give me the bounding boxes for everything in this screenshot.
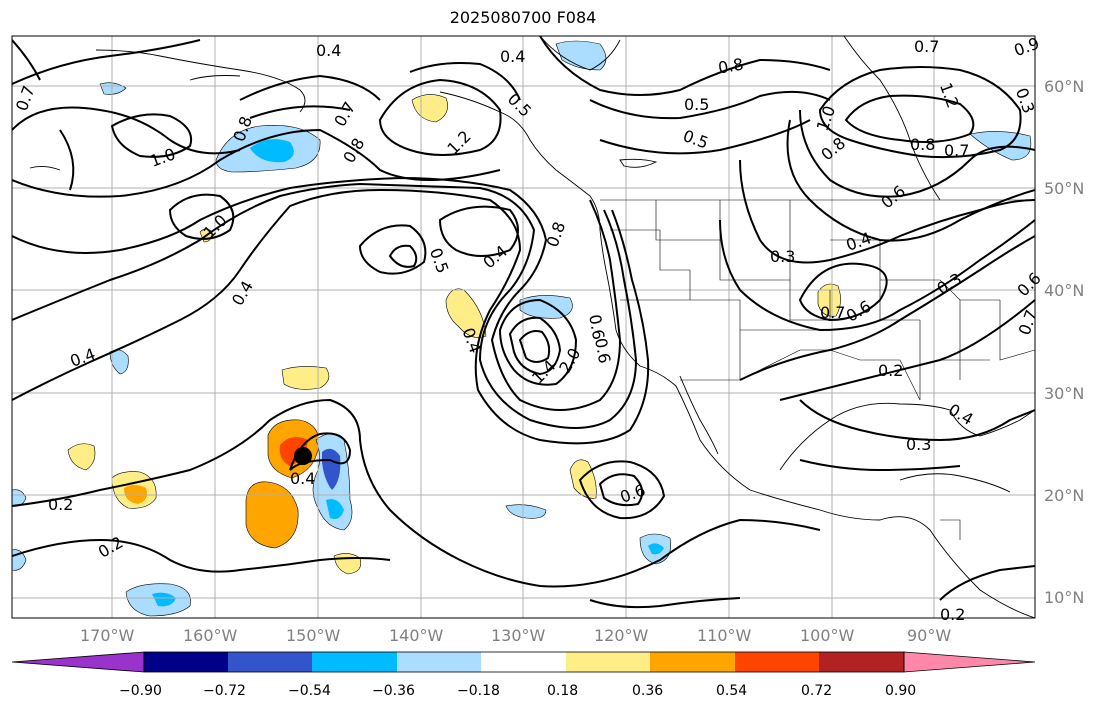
colorbar-bin <box>735 652 819 672</box>
lat-label: 20°N <box>1044 486 1085 505</box>
colorbar-bin <box>566 652 650 672</box>
colorbar-tick-label: 0.90 <box>885 683 917 699</box>
colorbar-bin <box>312 652 397 672</box>
lat-label: 30°N <box>1044 384 1085 403</box>
colorbar-tick-label: −0.36 <box>372 683 415 699</box>
lat-label: 10°N <box>1044 588 1085 607</box>
contour-label: 0.2 <box>878 361 903 380</box>
lon-label: 150°W <box>286 626 341 645</box>
contour-label: 0.6 <box>585 313 608 341</box>
negative-anomaly-core <box>250 139 294 163</box>
lon-label: 120°W <box>594 626 649 645</box>
contour-label: 0.8 <box>910 135 935 154</box>
colorbar-tick-label: 0.72 <box>801 683 833 699</box>
colorbar-max-extend <box>903 651 1036 673</box>
colorbar-tick-label: −0.90 <box>119 683 162 699</box>
contour-label: 0.3 <box>906 435 931 454</box>
contour-label: 0.3 <box>770 247 795 266</box>
map-gridlines <box>12 36 1035 618</box>
lat-label: 40°N <box>1044 281 1085 300</box>
contour-label: 0.7 <box>914 37 939 56</box>
storm-center-marker <box>294 447 312 465</box>
lat-label: 60°N <box>1044 77 1085 96</box>
contour-label: 0.4 <box>316 41 341 60</box>
contour-label: 0.2 <box>48 495 73 514</box>
positive-anomaly-core <box>279 436 308 466</box>
colorbar-tick-label: −0.18 <box>457 683 500 699</box>
positive-anomaly-area <box>445 288 487 338</box>
negative-anomaly-core <box>648 543 664 555</box>
positive-anomaly-area <box>281 366 330 390</box>
positive-anomaly-area <box>245 481 299 549</box>
contour-label: 0.8 <box>717 54 745 77</box>
colorbar-bin <box>144 652 228 672</box>
negative-anomaly-area <box>505 504 547 519</box>
contour-label: 0.2 <box>940 605 965 624</box>
contour-label: 0.4 <box>290 469 315 488</box>
colorbar-min-extend <box>11 651 145 673</box>
lon-label: 170°W <box>80 626 135 645</box>
colorbar-tick-label: 0.54 <box>716 683 748 699</box>
contour-label: 0.5 <box>684 95 709 114</box>
contour-label: 0.7 <box>820 303 845 322</box>
colorbar-bin <box>397 652 481 672</box>
positive-anomaly-area <box>67 443 96 471</box>
lon-label: 110°W <box>697 626 752 645</box>
colorbar-tick-label: 0.36 <box>632 683 664 699</box>
contour-lines <box>12 36 1035 609</box>
negative-anomaly-area <box>519 295 573 319</box>
negative-anomaly-area <box>555 40 607 71</box>
lon-label: 160°W <box>183 626 238 645</box>
lon-label: 140°W <box>389 626 444 645</box>
map-title: 2025080700 F084 <box>449 8 597 27</box>
colorbar-bin <box>819 652 904 672</box>
colorbar-tick-label: −0.72 <box>203 683 246 699</box>
colorbar-tick-label: −0.54 <box>288 683 331 699</box>
colorbar-bin <box>228 652 312 672</box>
contour-label: 0.6 <box>591 337 614 365</box>
negative-anomaly-core <box>152 592 176 607</box>
lon-label: 100°W <box>800 626 855 645</box>
contour-label: 0.7 <box>944 141 969 160</box>
colorbar-frame <box>143 651 905 673</box>
lat-label: 50°N <box>1044 179 1085 198</box>
positive-anomaly-area <box>817 283 841 317</box>
colorbar-tick-label: 0.18 <box>547 683 579 699</box>
colorbar <box>11 651 1036 673</box>
lon-label: 130°W <box>491 626 546 645</box>
political-borders <box>600 199 1035 540</box>
lon-label: 90°W <box>907 626 952 645</box>
colorbar-bin <box>650 652 735 672</box>
negative-anomaly-core <box>326 499 344 519</box>
map-frame <box>11 35 1036 619</box>
colorbar-bin <box>481 652 566 672</box>
contour-label: 0.4 <box>500 47 525 66</box>
